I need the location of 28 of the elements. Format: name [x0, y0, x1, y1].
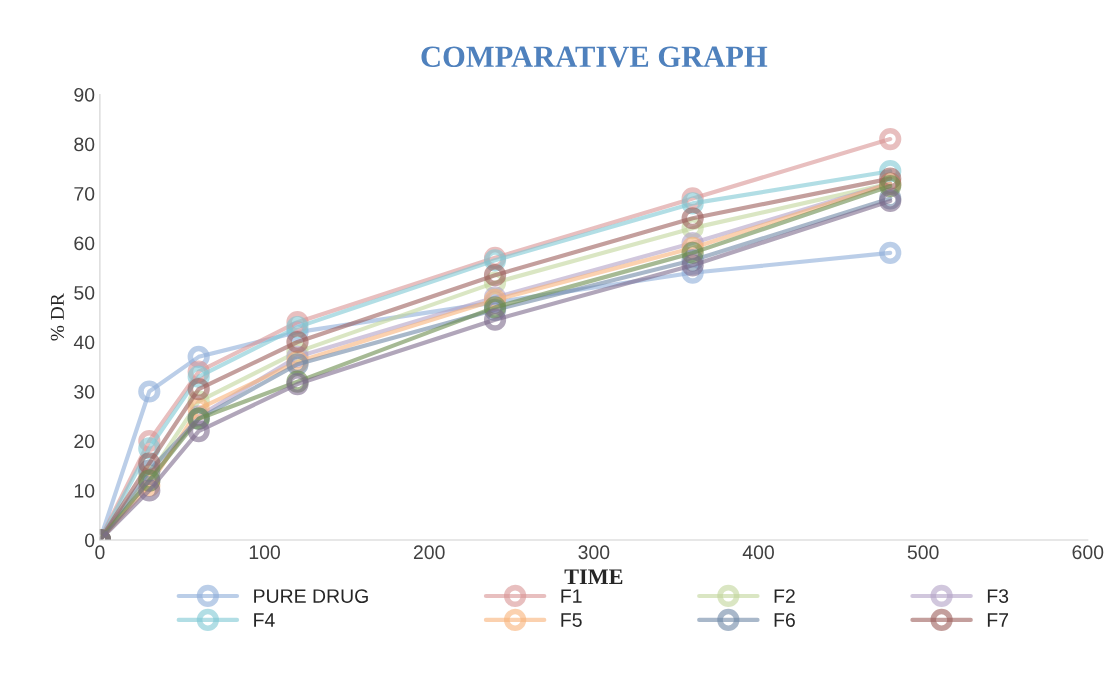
x-tick-label: 100	[249, 545, 281, 560]
legend-label: F2	[774, 589, 795, 603]
chart-title: COMPARATIVE GRAPH	[421, 46, 768, 68]
y-tick-label: 90	[74, 87, 95, 102]
y-tick-label: 20	[74, 434, 95, 449]
x-tick-label: 0	[95, 545, 105, 560]
y-tick-label: 50	[74, 285, 95, 300]
y-tick-label: 70	[74, 186, 95, 201]
y-axis-title: % DR	[50, 293, 64, 341]
y-tick-label: 10	[74, 483, 95, 498]
legend-label: F6	[774, 613, 795, 627]
y-tick-label: 0	[84, 533, 95, 548]
legend-label: F7	[987, 613, 1009, 627]
y-tick-label: 60	[74, 236, 95, 251]
x-tick-label: 200	[413, 545, 445, 560]
x-tick-label: 500	[907, 545, 939, 560]
legend-label: F3	[987, 589, 1009, 603]
legend-label: PURE DRUG	[254, 589, 368, 603]
legend-label: F5	[561, 613, 582, 627]
x-tick-label: 400	[742, 545, 774, 560]
y-tick-label: 80	[74, 137, 95, 152]
x-tick-label: 600	[1072, 545, 1104, 560]
x-axis-title: TIME	[564, 569, 623, 584]
legend-label: F1	[561, 589, 582, 603]
legend-label: F4	[254, 613, 275, 627]
y-tick-label: 40	[73, 335, 95, 350]
y-tick-label: 30	[74, 384, 95, 399]
x-tick-label: 300	[578, 545, 610, 560]
